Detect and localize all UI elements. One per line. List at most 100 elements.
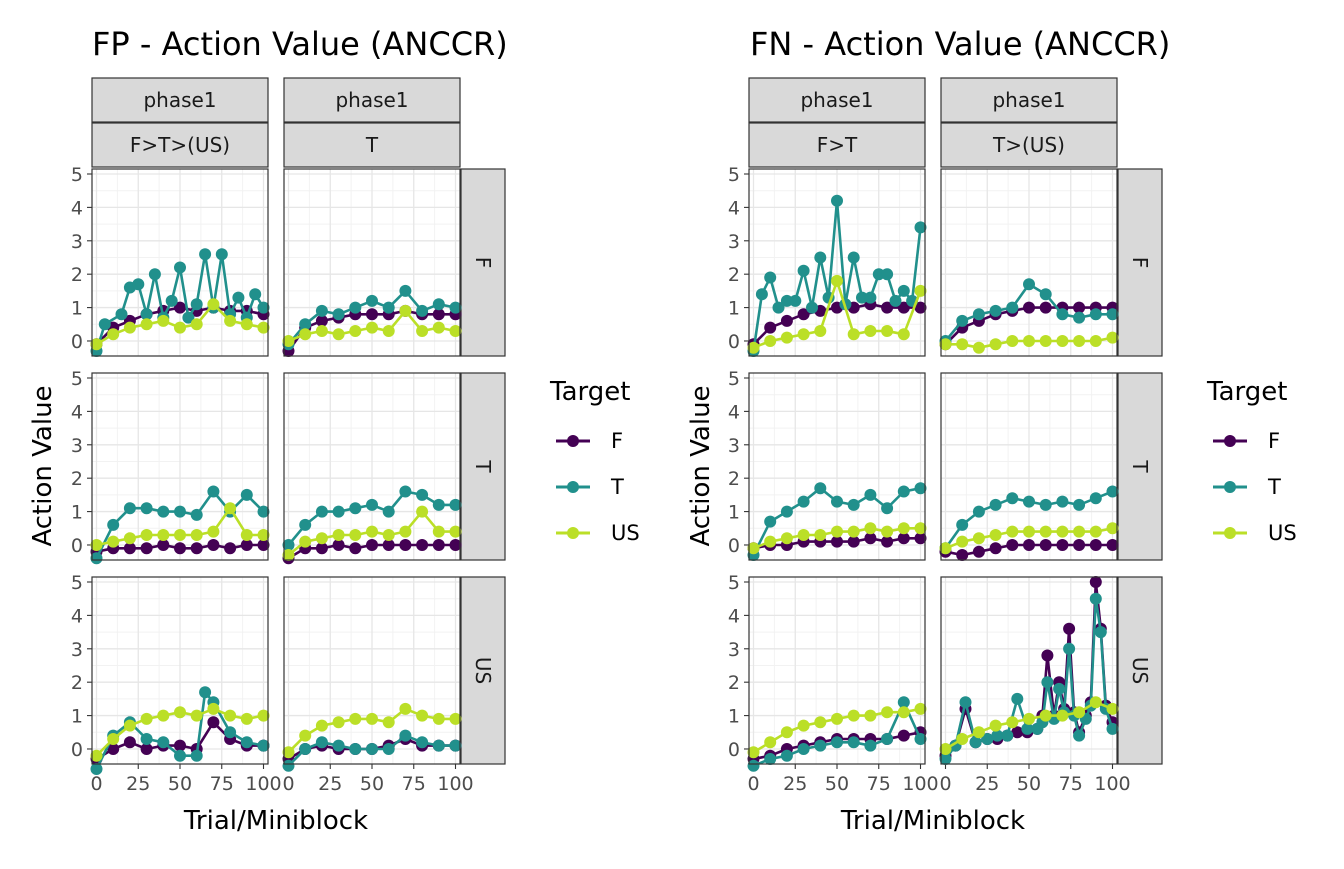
y-axis-label-fn: Action Value [686, 385, 716, 546]
data-point-f [366, 539, 378, 551]
data-point-us [797, 529, 810, 541]
data-point-us [972, 726, 985, 739]
panel-border [283, 576, 461, 765]
data-point-f [797, 308, 810, 321]
x-tick-label: 75 [210, 773, 234, 795]
data-point-f [831, 535, 843, 548]
data-point-t [1063, 642, 1076, 655]
data-point-us [332, 716, 345, 729]
data-point-us [881, 706, 894, 719]
data-point-f [207, 539, 220, 551]
data-point-us [416, 505, 429, 518]
data-point-us [382, 529, 395, 541]
data-point-f [349, 542, 362, 555]
y-tick-label: 0 [728, 331, 740, 353]
data-point-t [366, 743, 378, 755]
panel-border [91, 372, 269, 561]
legend-entry-t-fn: T [1213, 475, 1281, 499]
row-strip-label: US [1128, 657, 1152, 684]
series-t [939, 592, 1119, 765]
data-point-f [1089, 539, 1102, 551]
data-point-f [1073, 539, 1086, 551]
x-tick-label: 100 [1094, 773, 1130, 795]
panel-f-1-fn [939, 168, 1119, 357]
data-point-t [190, 749, 203, 762]
data-point-f [847, 535, 860, 548]
data-point-t [190, 508, 203, 521]
data-point-f [1039, 539, 1052, 551]
data-point-t [914, 221, 927, 234]
data-point-f [432, 308, 445, 321]
data-point-f [224, 542, 237, 555]
x-tick-label: 100 [437, 773, 473, 795]
data-point-t [182, 311, 195, 324]
x-axis-label-fn: Trial/Miniblock [840, 806, 1025, 836]
data-point-us [90, 749, 103, 762]
data-point-t [1021, 722, 1034, 735]
legend-entry-f-fp: F [556, 429, 623, 453]
x-tick-label: 50 [825, 773, 849, 795]
data-point-f [449, 539, 462, 551]
data-point-t [1094, 626, 1107, 639]
series-us [747, 274, 927, 354]
series-f [282, 539, 462, 565]
series-t [939, 485, 1119, 555]
legend-label-us-fn: US [1268, 521, 1297, 545]
x-tick-label: 50 [360, 773, 384, 795]
data-point-t [240, 736, 253, 749]
col-strip-1-fp: phase1 T [283, 77, 461, 168]
panel-t-1-fp [282, 372, 462, 565]
x-tick-label: 0 [939, 773, 951, 795]
data-point-us [1089, 696, 1102, 709]
data-point-t [764, 753, 777, 765]
x-axis-label-fp: Trial/Miniblock [183, 806, 368, 836]
data-point-us [240, 712, 253, 725]
data-point-us [257, 321, 270, 334]
data-point-us [972, 341, 985, 354]
data-point-us [864, 709, 877, 722]
data-point-f [1089, 576, 1102, 588]
data-point-t [814, 251, 827, 264]
data-point-us [240, 529, 253, 541]
series-us [939, 696, 1119, 755]
col-strip-bottom-label: F>T [817, 133, 858, 157]
series-f [90, 539, 270, 558]
series-t [747, 482, 927, 561]
data-point-f [1023, 539, 1035, 551]
y-tick-label: 0 [728, 739, 740, 761]
data-point-us [814, 716, 827, 729]
data-point-t [315, 736, 328, 749]
data-point-us [207, 702, 220, 715]
data-point-t [140, 502, 153, 515]
data-point-t [449, 301, 462, 314]
panel-f-0-fn [747, 168, 927, 357]
x-tick-label: 0 [90, 773, 102, 795]
data-point-t [881, 502, 894, 515]
series-f [747, 532, 927, 555]
data-point-t [416, 736, 429, 749]
data-point-t [847, 251, 860, 264]
data-point-f [366, 308, 378, 321]
panel-us-1-fn [939, 576, 1119, 765]
data-point-t [831, 495, 843, 508]
data-point-t [1006, 301, 1019, 314]
data-point-us [157, 314, 170, 327]
data-point-t [332, 308, 345, 321]
y-tick-label: 4 [728, 401, 740, 423]
data-point-us [1073, 525, 1086, 538]
legend-entry-us-fp: US [556, 521, 640, 545]
data-point-t [1011, 692, 1024, 705]
series-us [90, 298, 270, 351]
y-tick-label: 3 [728, 639, 740, 661]
col-strip-top-label: phase1 [800, 88, 873, 112]
row-strip-us-fp: US [460, 576, 506, 765]
y-tick-label: 5 [71, 368, 83, 390]
data-point-t [315, 505, 328, 518]
panel-us-1-fp [282, 576, 462, 772]
data-point-t [1073, 729, 1086, 742]
fp-panels: phase1F>T>(US)phase1TFTUS012345012345012… [71, 77, 506, 795]
series-t [939, 278, 1119, 347]
data-point-t [897, 696, 910, 709]
data-point-us [366, 712, 378, 725]
data-point-f [764, 321, 777, 334]
